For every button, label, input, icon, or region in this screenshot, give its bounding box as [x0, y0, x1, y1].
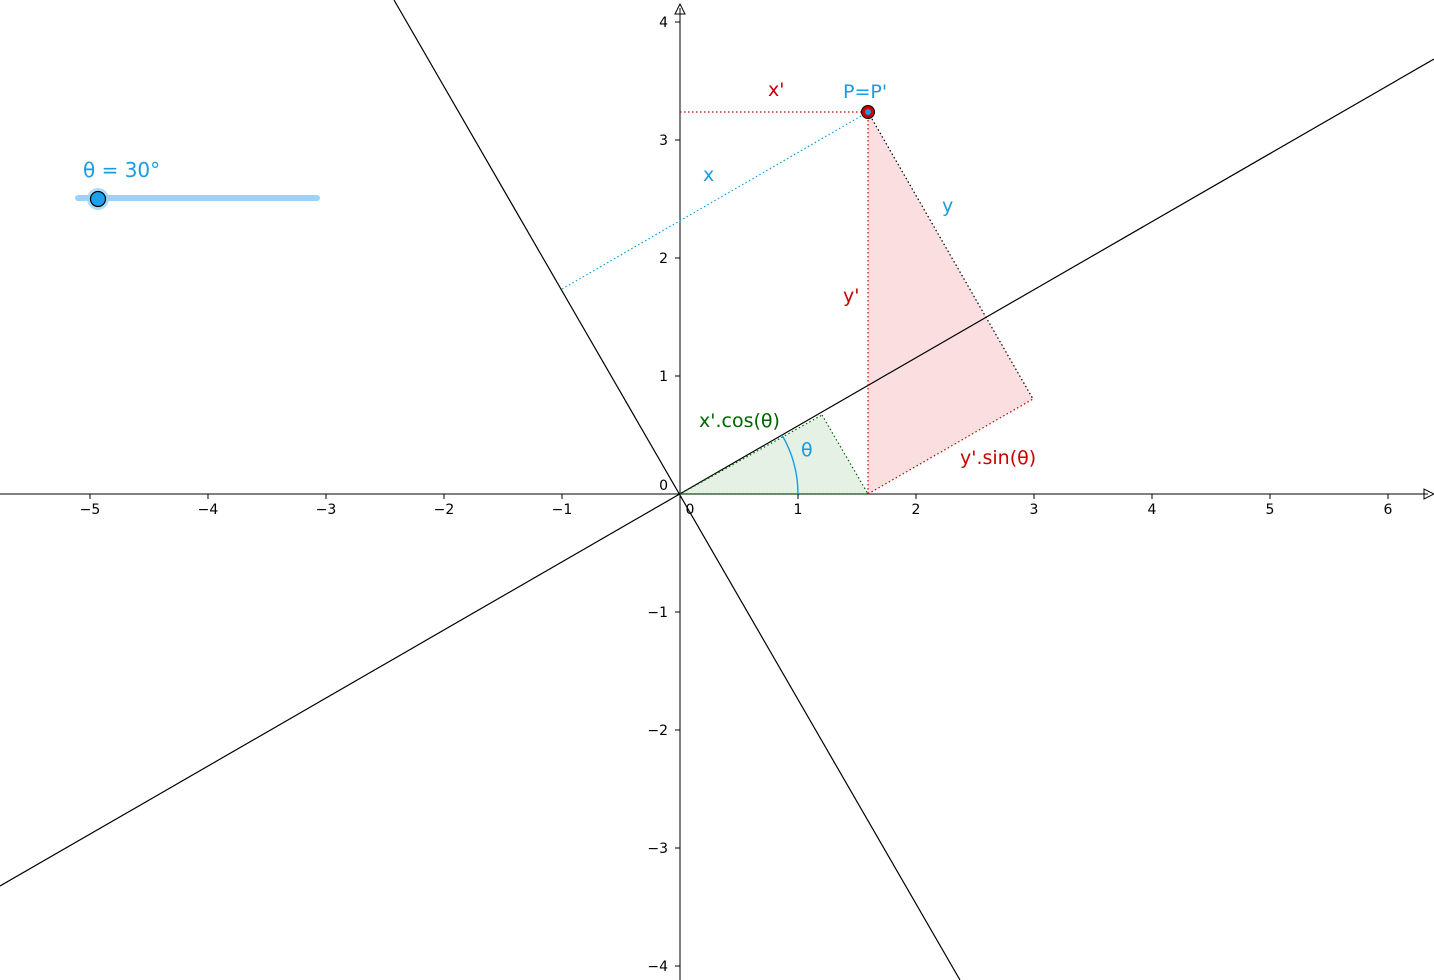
- y-tick-label: 1: [659, 369, 668, 385]
- x-projection-line: [561, 111, 869, 290]
- y-tick-label: 2: [659, 251, 668, 267]
- label-y-sin: y'.sin(θ): [960, 447, 1036, 469]
- green-shaded-triangle: [680, 415, 868, 494]
- x-tick-label: −1: [552, 502, 573, 518]
- rotated-y-axis: [393, 0, 961, 980]
- green-hyp-segment: [679, 414, 823, 495]
- x-tick-label: −2: [434, 502, 455, 518]
- y-tick-label: −2: [647, 723, 668, 739]
- y-axis-arrow-icon: [674, 2, 686, 15]
- x-tick-label: 3: [1030, 502, 1039, 518]
- y-tick-label: −1: [647, 605, 668, 621]
- x-tick-label: −4: [198, 502, 219, 518]
- x-tick-label: −5: [80, 502, 101, 518]
- rotated-x-axis: [0, 58, 1434, 887]
- theta-slider[interactable]: [75, 188, 320, 210]
- label-x: x: [703, 164, 714, 186]
- slider-label: θ = 30°: [83, 158, 161, 182]
- y-tick-label: −4: [647, 959, 668, 975]
- label-theta: θ: [801, 439, 813, 461]
- label-y: y: [942, 195, 953, 217]
- y-tick-label: 3: [659, 133, 668, 149]
- x-axis-ticks: [89, 494, 1389, 499]
- theta-angle-arc: [781, 434, 799, 495]
- label-y-prime: y': [843, 285, 859, 307]
- x-tick-label: 0: [686, 502, 695, 518]
- label-x-cos: x'.cos(θ): [699, 410, 780, 432]
- y-tick-label: −3: [647, 841, 668, 857]
- y-tick-label: 0: [659, 478, 668, 494]
- x-tick-label: 1: [794, 502, 803, 518]
- x-tick-label: 4: [1148, 502, 1157, 518]
- x-tick-label: 6: [1384, 502, 1393, 518]
- x-tick-label: −3: [316, 502, 337, 518]
- slider-knob[interactable]: [89, 190, 107, 208]
- label-point-p: P=P': [843, 81, 887, 103]
- x-tick-label: 5: [1266, 502, 1275, 518]
- point-p[interactable]: [861, 105, 875, 119]
- pink-shaded-triangle: [868, 112, 1033, 494]
- label-x-prime: x': [768, 79, 784, 101]
- x-cos-segment: [821, 414, 869, 495]
- x-axis-arrow-icon: [1423, 488, 1434, 500]
- x-tick-label: 2: [912, 502, 921, 518]
- y-axis-ticks: [675, 21, 680, 967]
- y-tick-label: 4: [659, 15, 668, 31]
